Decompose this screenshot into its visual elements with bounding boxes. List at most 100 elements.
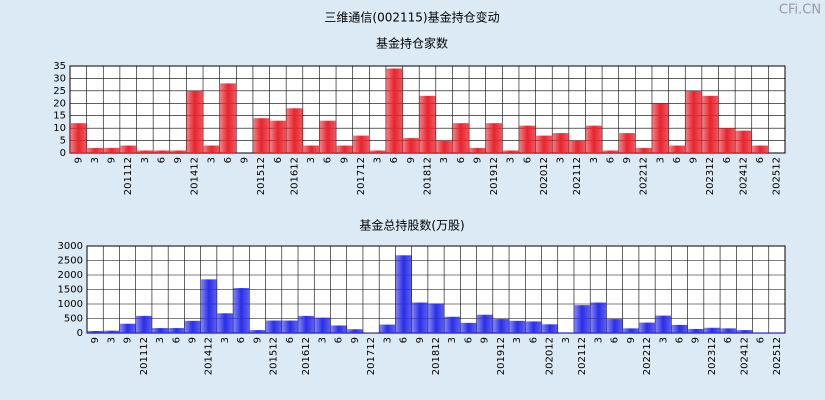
x-tick-label: 202512 [772,337,783,375]
x-tick-label: 202012 [539,157,550,195]
y-tick-label: 30 [53,73,66,84]
bar [668,145,686,153]
x-tick-label: 6 [223,157,234,163]
bar [168,328,185,333]
bar [535,135,553,153]
bar [460,322,477,333]
bar [103,148,120,153]
y-tick-label: 2000 [58,270,83,281]
x-tick-label: 6 [756,337,767,343]
x-tick-label: 9 [188,337,199,343]
bar [153,150,170,153]
bar [469,148,486,153]
y-tick-label: 25 [53,86,66,97]
bar [427,303,445,333]
x-tick-label: 9 [73,157,84,163]
bar [286,108,303,153]
bar [136,150,154,153]
subchart-title: 基金总持股数(万股) [359,218,464,233]
bar [219,83,237,153]
bar [314,317,331,333]
x-tick-label: 3 [155,337,166,343]
x-tick-label: 9 [480,337,491,343]
y-tick-label: 1000 [58,299,83,310]
x-tick-label: 3 [658,337,669,343]
bar [444,316,461,333]
x-tick-label: 202312 [705,157,716,195]
x-tick-label: 3 [506,157,517,163]
x-tick-label: 9 [240,157,251,163]
x-tick-label: 6 [399,337,410,343]
bar [200,279,217,333]
x-tick-label: 6 [610,337,621,343]
x-tick-label: 201112 [139,337,150,375]
bar [435,140,453,153]
bar [369,150,386,153]
bar [346,329,363,333]
y-tick-label: 15 [53,111,66,122]
bar [638,322,656,333]
x-tick-label: 3 [306,157,317,163]
bar [768,332,785,333]
bar [671,324,688,333]
x-tick-label: 6 [389,157,400,163]
bar [518,125,536,153]
x-tick-label: 3 [512,337,523,343]
bar [265,320,282,333]
bar [249,330,266,333]
x-tick-label: 6 [323,157,334,163]
bar [687,328,704,333]
x-tick-label: 9 [472,157,483,163]
x-tick-label: 201612 [289,157,300,195]
x-tick-label: 9 [622,157,633,163]
x-tick-label: 6 [273,157,284,163]
bar [622,328,639,333]
bar [233,288,250,333]
y-tick-label: 3000 [58,241,83,252]
bar [720,328,737,333]
bar [655,315,672,333]
x-tick-label: 202012 [545,337,556,375]
bar [552,133,569,153]
bar [352,135,370,153]
x-tick-label: 9 [123,337,134,343]
x-tick-label: 201912 [489,157,500,195]
bar [651,103,669,153]
x-tick-label: 6 [285,337,296,343]
x-tick-label: 9 [339,157,350,163]
y-tick-label: 2500 [58,256,83,267]
x-tick-label: 3 [206,157,217,163]
x-tick-label: 6 [672,157,683,163]
x-tick-label: 3 [373,157,384,163]
x-tick-label: 3 [90,157,101,163]
bar [70,123,87,153]
bar [298,315,315,333]
bar [281,320,299,333]
x-tick-label: 3 [447,337,458,343]
x-tick-label: 6 [236,337,247,343]
x-tick-label: 3 [556,157,567,163]
bar [419,95,436,153]
bar [557,332,574,333]
y-tick-label: 0 [77,328,83,339]
x-tick-label: 3 [106,337,117,343]
x-tick-label: 201112 [123,157,134,195]
bar [135,315,152,333]
x-tick-label: 202112 [577,337,588,375]
y-tick-label: 1500 [58,285,83,296]
bar [330,325,347,333]
bar [751,145,769,153]
x-tick-label: 6 [456,157,467,163]
x-tick-label: 201812 [431,337,442,375]
bar [585,125,603,153]
bar [452,123,470,153]
x-tick-label: 201612 [301,337,312,375]
x-tick-label: 201912 [496,337,507,375]
bar [336,145,353,153]
watermark: CFi.CN [779,3,821,18]
bar [379,324,396,333]
x-tick-label: 6 [171,337,182,343]
x-tick-label: 201512 [256,157,267,195]
x-tick-label: 201512 [269,337,280,375]
